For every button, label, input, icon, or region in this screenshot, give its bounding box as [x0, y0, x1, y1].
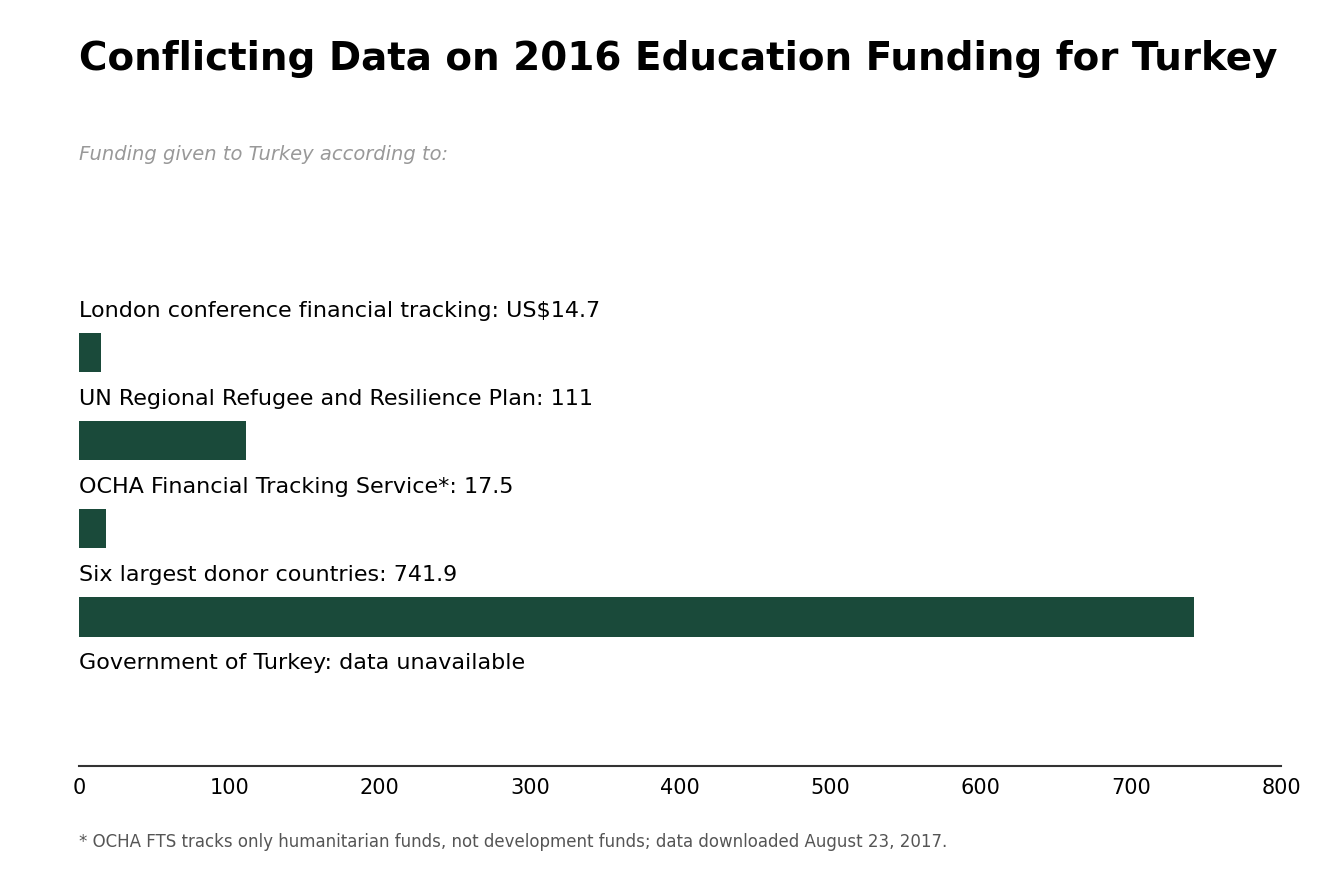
- Bar: [79, 508, 106, 548]
- Text: UN Regional Refugee and Resilience Plan: 111: UN Regional Refugee and Resilience Plan:…: [79, 389, 593, 409]
- Text: Six largest donor countries: 741.9: Six largest donor countries: 741.9: [79, 565, 457, 585]
- Text: London conference financial tracking: US$14.7: London conference financial tracking: US…: [79, 300, 600, 321]
- Bar: [79, 332, 102, 372]
- Text: OCHA Financial Tracking Service*: 17.5: OCHA Financial Tracking Service*: 17.5: [79, 477, 514, 497]
- Text: Government of Turkey: data unavailable: Government of Turkey: data unavailable: [79, 653, 526, 673]
- Text: Conflicting Data on 2016 Education Funding for Turkey: Conflicting Data on 2016 Education Fundi…: [79, 40, 1277, 78]
- Text: * OCHA FTS tracks only humanitarian funds, not development funds; data downloade: * OCHA FTS tracks only humanitarian fund…: [79, 833, 947, 850]
- Bar: [79, 420, 246, 460]
- Bar: [79, 597, 1194, 636]
- Text: Funding given to Turkey according to:: Funding given to Turkey according to:: [79, 145, 448, 165]
